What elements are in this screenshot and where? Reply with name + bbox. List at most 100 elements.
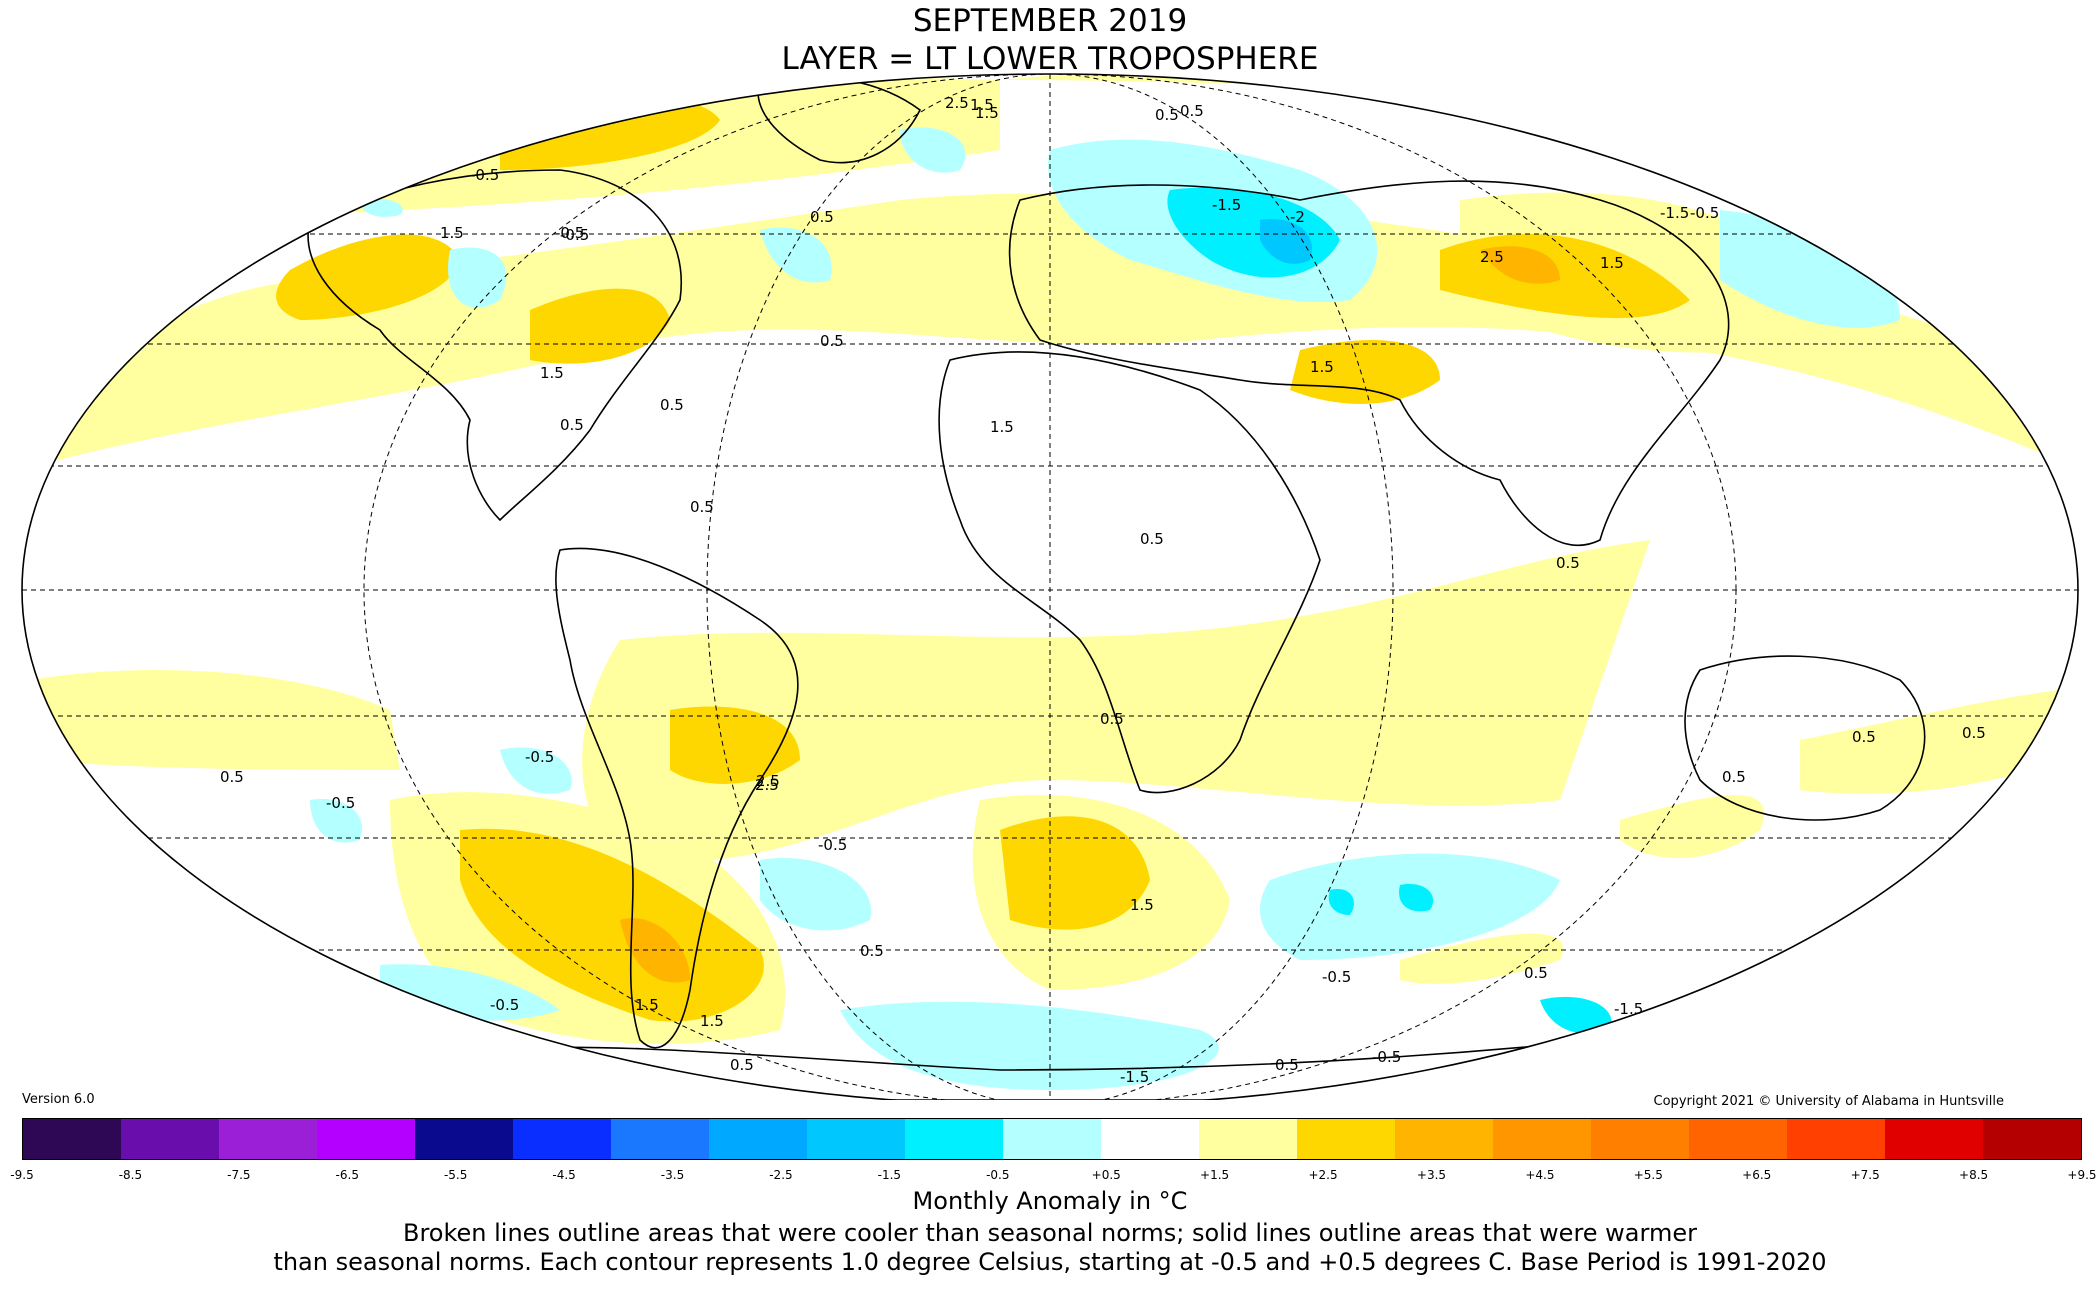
cool-region bbox=[900, 127, 966, 173]
warm-core bbox=[276, 234, 460, 320]
colorbar-segment bbox=[1297, 1119, 1395, 1159]
colorbar-segment bbox=[317, 1119, 415, 1159]
warm-core bbox=[1290, 340, 1440, 404]
anomaly-regions bbox=[22, 74, 2078, 1090]
contour-label: 1.5 bbox=[990, 418, 1014, 436]
contour-label: 0.5 bbox=[690, 498, 714, 516]
contour-label: 1.5 bbox=[440, 224, 464, 242]
contour-label: 0.5 bbox=[1524, 964, 1548, 982]
warm-region bbox=[1620, 795, 1764, 859]
colorbar-segment bbox=[1101, 1119, 1199, 1159]
colorbar-tick-label: -2.5 bbox=[769, 1168, 793, 1182]
warm-core bbox=[670, 706, 800, 784]
colorbar-tick-label: +1.5 bbox=[1200, 1168, 1230, 1182]
contour-label: -0.5 bbox=[470, 166, 499, 184]
colorbar-segment bbox=[905, 1119, 1003, 1159]
colorbar-tick-label: -7.5 bbox=[227, 1168, 251, 1182]
colorbar-tick-label: -1.5 bbox=[877, 1168, 902, 1182]
contour-label: 1.5 bbox=[1130, 896, 1154, 914]
copyright-label: Copyright 2021 © University of Alabama i… bbox=[1653, 1094, 2004, 1109]
contour-label: 1.5 bbox=[1600, 254, 1624, 272]
contour-label: 0.5 bbox=[1722, 768, 1746, 786]
note-line-2: than seasonal norms. Each contour repres… bbox=[273, 1248, 1827, 1276]
contour-label: 0.5 bbox=[820, 332, 844, 350]
title-layer: LAYER = LT LOWER TROPOSPHERE bbox=[781, 41, 1319, 77]
colorbar-tick-label: -5.5 bbox=[443, 1168, 468, 1182]
contour-label: 0.5 bbox=[1852, 728, 1876, 746]
contour-label: -0.5 bbox=[560, 226, 589, 244]
contour-label: 2.5 bbox=[756, 772, 780, 790]
warm-core bbox=[1000, 816, 1150, 930]
contour-label: 0.5 bbox=[1275, 1056, 1299, 1074]
version-label: Version 6.0 bbox=[22, 1092, 95, 1107]
colorbar-tick-label: -6.5 bbox=[335, 1168, 359, 1182]
contour-label: 0.5 bbox=[1556, 554, 1580, 572]
anomaly-map: 2.5 1.5 0.5 -0.5 1.5 -0.5 0.5 -1.5 -2 -1… bbox=[21, 73, 2079, 1100]
colorbar-segment bbox=[611, 1119, 709, 1159]
colorbar-segment bbox=[415, 1119, 513, 1159]
globe-outline bbox=[21, 73, 2079, 1100]
contour-label: -0.5 bbox=[490, 996, 519, 1014]
coastlines bbox=[307, 75, 1926, 1100]
contour-label: -0.5 bbox=[1372, 1048, 1401, 1066]
colorbar-tick-label: +4.5 bbox=[1525, 1168, 1555, 1182]
warm-region bbox=[30, 670, 400, 770]
contour-label: -1.5 bbox=[1660, 204, 1689, 222]
contour-label: 0.5 bbox=[1155, 106, 1179, 124]
contour-label: -1.5 bbox=[1212, 196, 1241, 214]
cool-region bbox=[448, 247, 507, 308]
colorbar-segment bbox=[513, 1119, 611, 1159]
contour-label: -0.5 bbox=[818, 836, 847, 854]
contour-label: -1.5 bbox=[1614, 1000, 1643, 1018]
contour-label: 1.5 bbox=[540, 364, 564, 382]
colorbar-tick-label: +9.5 bbox=[2067, 1168, 2097, 1182]
contour-label: 0.5 bbox=[1140, 530, 1164, 548]
colorbar-tick-label: +6.5 bbox=[1742, 1168, 1772, 1182]
contour-label: 0.5 bbox=[1962, 724, 1986, 742]
cool-region bbox=[1540, 996, 1612, 1034]
cool-region bbox=[760, 858, 872, 931]
cool-core bbox=[1399, 884, 1434, 912]
contour-label: 0.5 bbox=[810, 208, 834, 226]
contour-label: 1.5 bbox=[970, 96, 994, 114]
contour-label: 2.5 bbox=[755, 776, 779, 794]
contour-label: -1.5 bbox=[1120, 1068, 1149, 1086]
colorbar-segment bbox=[121, 1119, 219, 1159]
warm-core bbox=[530, 288, 670, 364]
warm-core bbox=[1480, 246, 1560, 284]
colorbar-tick-label: +2.5 bbox=[1308, 1168, 1338, 1182]
contour-label: 0.5 bbox=[1180, 102, 1204, 120]
colorbar-segment bbox=[1787, 1119, 1885, 1159]
colorbar-segment bbox=[1983, 1119, 2081, 1159]
graticule bbox=[22, 74, 2078, 1100]
cool-region bbox=[760, 227, 832, 283]
colorbar-segment bbox=[1003, 1119, 1101, 1159]
contour-label: 1.5 bbox=[700, 1012, 724, 1030]
contour-label: 0.5 bbox=[220, 768, 244, 786]
contour-label: 1.5 bbox=[635, 996, 659, 1014]
colorbar-segment bbox=[807, 1119, 905, 1159]
colorbar-segment bbox=[1591, 1119, 1689, 1159]
colorbar bbox=[22, 1118, 2082, 1160]
colorbar-segment bbox=[1199, 1119, 1297, 1159]
title-month: SEPTEMBER 2019 bbox=[912, 3, 1188, 39]
contour-label: -0.5 bbox=[525, 748, 554, 766]
colorbar-segment bbox=[219, 1119, 317, 1159]
colorbar-tick-label: -4.5 bbox=[552, 1168, 576, 1182]
contour-label: 0.5 bbox=[860, 942, 884, 960]
contour-label: 1.5 bbox=[1310, 358, 1334, 376]
contour-label: -2 bbox=[1290, 208, 1305, 226]
contour-label: 2.5 bbox=[945, 94, 969, 112]
colorbar-tick-label: -3.5 bbox=[660, 1168, 685, 1182]
colorbar-segment bbox=[709, 1119, 807, 1159]
colorbar-tick-label: -0.5 bbox=[986, 1168, 1010, 1182]
contour-label: 0.5 bbox=[730, 1056, 754, 1074]
note-line-1: Broken lines outline areas that were coo… bbox=[403, 1219, 1697, 1247]
contour-label: 0.5 bbox=[1100, 710, 1124, 728]
warm-region bbox=[582, 540, 1650, 863]
colorbar-tick-label: +0.5 bbox=[1091, 1168, 1121, 1182]
colorbar-segment bbox=[1395, 1119, 1493, 1159]
contour-label: -0.5 bbox=[326, 794, 355, 812]
colorbar-tick-label: +5.5 bbox=[1633, 1168, 1663, 1182]
contour-label: 2.5 bbox=[1480, 248, 1504, 266]
